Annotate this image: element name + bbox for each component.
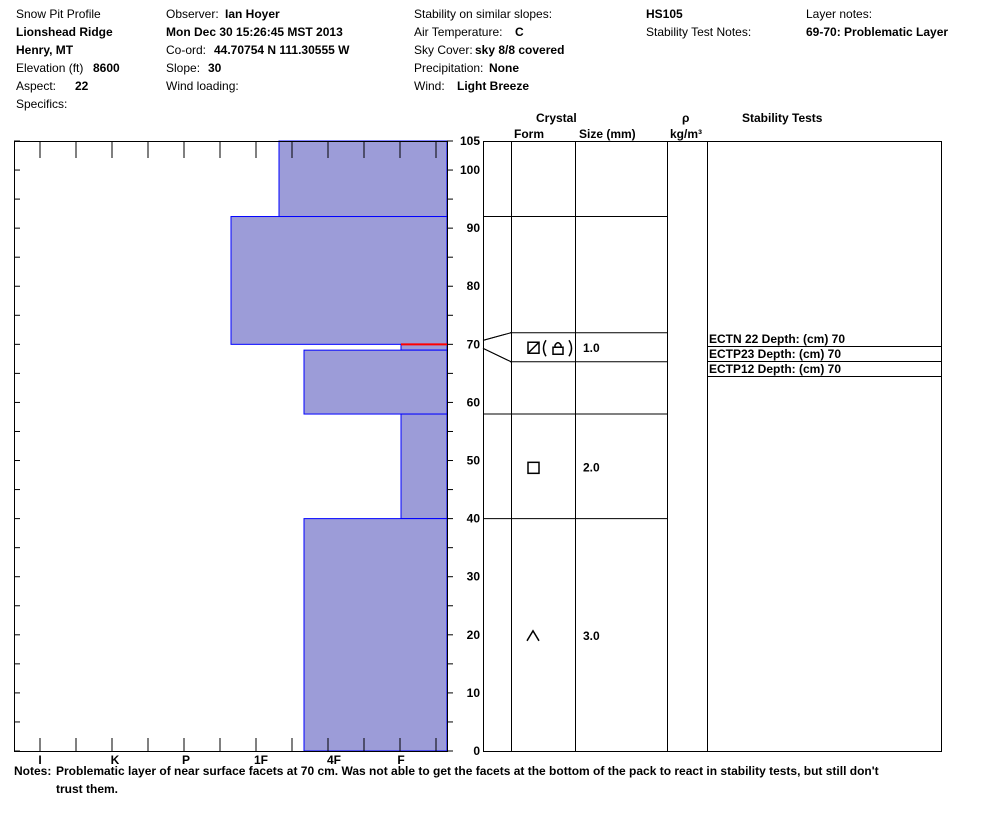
sky-cover-label: Sky Cover: — [414, 43, 473, 57]
region-name: Henry, MT — [16, 43, 74, 57]
depth-tick-label: 20 — [467, 628, 481, 642]
depth-tick-label: 60 — [467, 395, 481, 409]
coord-value: 44.70754 N 111.30555 W — [214, 43, 350, 57]
observer-label: Observer: — [166, 7, 219, 21]
observer-value: Ian Hoyer — [225, 7, 280, 21]
depth-hoar-icon-top — [554, 342, 562, 348]
faceted-rounded-icon-slash — [527, 341, 540, 354]
depth-hoar-icon — [552, 346, 564, 355]
depth-tick-label: 70 — [467, 337, 481, 351]
stability-tests-header: Stability Tests — [742, 111, 823, 125]
wind-loading-label: Wind loading: — [166, 79, 239, 93]
location-name: Lionshead Ridge — [16, 25, 113, 39]
depth-tick-label: 0 — [473, 744, 480, 758]
layer-slant-top-line — [482, 332, 512, 341]
air-temp-label: Air Temperature: — [414, 25, 503, 39]
hardness-bar-0 — [278, 140, 448, 218]
depth-tick-label: 100 — [460, 163, 480, 177]
precip-value: None — [489, 61, 519, 75]
hardness-bar-4 — [400, 413, 448, 520]
form-header: Form — [514, 127, 544, 141]
layer-slant-bottom-line — [482, 347, 512, 363]
notes-line-1: Problematic layer of near surface facets… — [56, 764, 879, 778]
hardness-tick-label: 1F — [254, 753, 268, 767]
profile-title: Snow Pit Profile — [16, 7, 101, 21]
depth-tick-label: 10 — [467, 686, 481, 700]
coord-label: Co-ord: — [166, 43, 207, 57]
notes-label: Notes: — [14, 764, 52, 778]
slope-label: Slope: — [166, 61, 201, 75]
stability-notes-label: Stability Test Notes: — [646, 25, 752, 39]
depth-tick-label: 40 — [467, 512, 481, 526]
slope-value: 30 — [208, 61, 222, 75]
aspect-value: 22 — [75, 79, 89, 93]
stability-test-entry: ECTP12 Depth: (cm) 70 — [709, 362, 841, 376]
stability-similar-label: Stability on similar slopes: — [414, 7, 553, 21]
depth-tick-label: 90 — [467, 221, 481, 235]
depth-tick-label: 30 — [467, 570, 481, 584]
crystal-size: 3.0 — [583, 629, 600, 643]
crystal-size: 2.0 — [583, 460, 600, 474]
elevation-label: Elevation (ft) — [16, 61, 84, 75]
hardness-bar-3 — [303, 349, 448, 415]
wind-label: Wind: — [414, 79, 445, 93]
air-temp-value: C — [515, 25, 524, 39]
depth-hoar-caret-icon — [526, 629, 540, 642]
hardness-tick-label: F — [397, 753, 404, 767]
crystal-size: 1.0 — [583, 341, 600, 355]
notes-line-2: trust them. — [56, 782, 119, 796]
layer-notes-value: 69-70: Problematic Layer — [806, 25, 949, 39]
density-symbol: ρ — [682, 111, 690, 125]
depth-tick-label: 105 — [460, 134, 480, 148]
hardness-tick-label: I — [38, 753, 41, 767]
hardness-bar-5 — [303, 518, 448, 752]
sky-cover-value: sky 8/8 covered — [475, 43, 565, 57]
hardness-tick-label: K — [111, 753, 120, 767]
paren-left-icon — [542, 339, 547, 357]
wind-value: Light Breeze — [457, 79, 530, 93]
elevation-value: 8600 — [93, 61, 120, 75]
hardness-tick-label: P — [182, 753, 190, 767]
precip-label: Precipitation: — [414, 61, 484, 75]
crystal-header: Crystal — [536, 111, 577, 125]
faceted-rounded-icon — [527, 341, 540, 354]
aspect-label: Aspect: — [16, 79, 57, 93]
stability-test-entry: ECTP23 Depth: (cm) 70 — [709, 347, 841, 361]
observation-datetime: Mon Dec 30 15:26:45 MST 2013 — [166, 25, 343, 39]
paren-right-icon — [568, 339, 573, 357]
hardness-tick-label: 4F — [327, 753, 341, 767]
size-header: Size (mm) — [579, 127, 636, 141]
snow-height: HS105 — [646, 7, 683, 21]
hardness-bar-1 — [230, 216, 448, 345]
layer-table-frame — [483, 141, 942, 752]
specifics-label: Specifics: — [16, 97, 68, 111]
depth-tick-label: 50 — [467, 454, 481, 468]
density-unit: kg/m³ — [670, 127, 703, 141]
faceted-icon — [527, 461, 540, 475]
hardness-plot-frame — [14, 141, 448, 752]
layer-notes-label: Layer notes: — [806, 7, 873, 21]
depth-tick-label: 80 — [467, 279, 481, 293]
stability-test-entry: ECTN 22 Depth: (cm) 70 — [709, 332, 845, 346]
